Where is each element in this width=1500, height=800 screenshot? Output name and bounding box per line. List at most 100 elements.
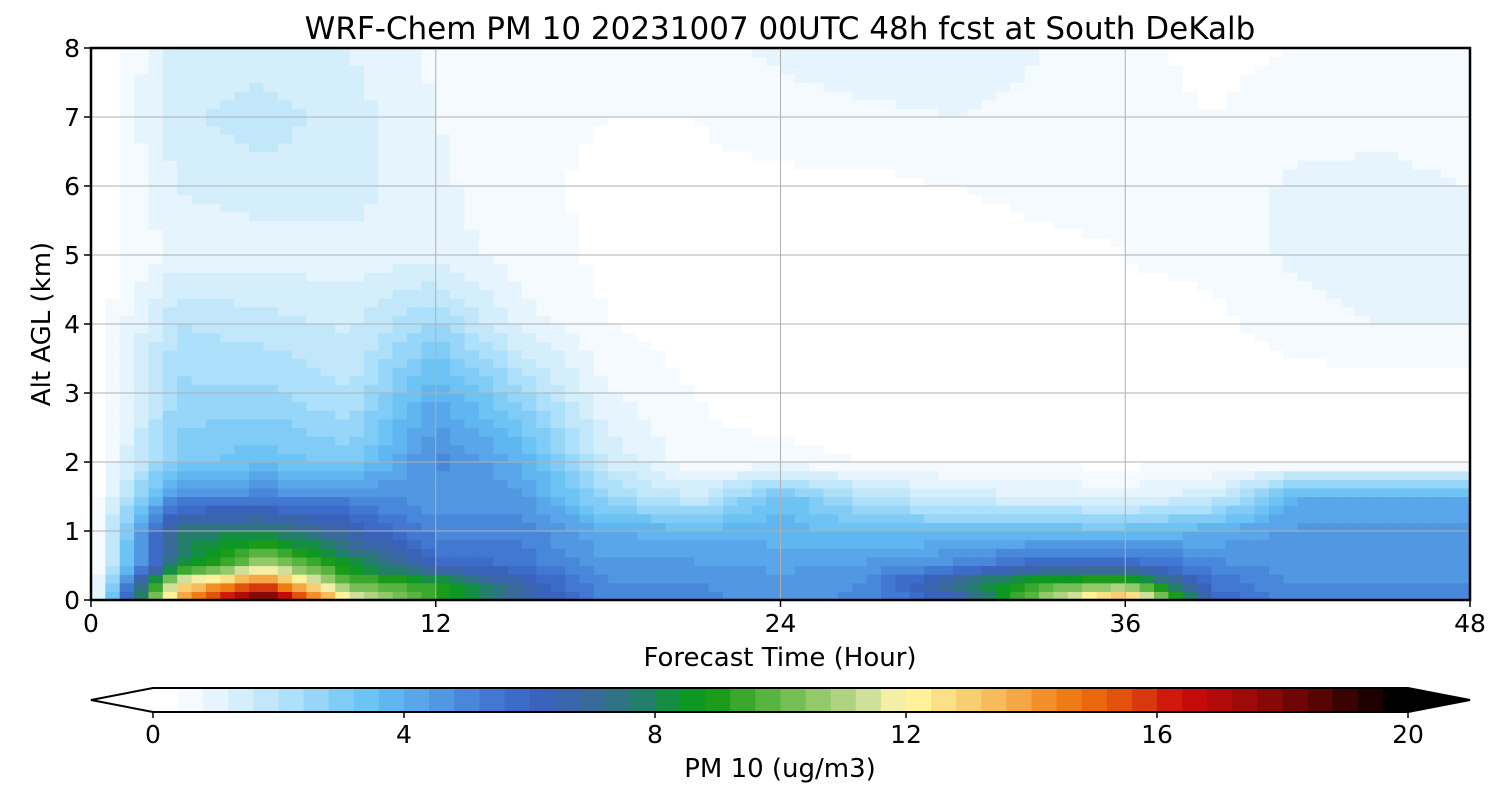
field-cell (220, 565, 236, 575)
field-cell (493, 194, 509, 204)
field-cell (191, 246, 207, 256)
field-cell (1283, 470, 1299, 480)
field-cell (622, 220, 638, 230)
field-cell (1369, 462, 1385, 472)
field-cell (1024, 151, 1040, 161)
field-cell (1426, 574, 1442, 584)
field-cell (478, 513, 494, 523)
field-cell (1254, 229, 1270, 239)
field-cell (1225, 479, 1241, 489)
field-cell (550, 289, 566, 299)
field-cell (794, 479, 810, 489)
field-cell (205, 462, 221, 472)
field-cell (292, 582, 308, 592)
field-cell (1139, 315, 1155, 325)
field-cell (1211, 358, 1227, 368)
field-cell (1326, 263, 1342, 273)
field-cell (349, 522, 365, 532)
field-cell (1369, 280, 1385, 291)
field-cell (392, 194, 408, 204)
field-cell (1211, 548, 1227, 558)
field-cell (1240, 298, 1256, 308)
field-cell (435, 246, 451, 256)
field-cell (622, 444, 638, 454)
field-cell (1283, 462, 1299, 472)
field-cell (320, 220, 336, 230)
field-cell (177, 186, 193, 196)
field-cell (952, 479, 968, 489)
field-cell (909, 548, 925, 558)
field-cell (220, 591, 236, 601)
field-cell (1383, 591, 1399, 601)
field-cell (249, 220, 264, 230)
field-cell (550, 315, 566, 325)
field-cell (952, 453, 968, 463)
field-cell (1082, 505, 1098, 515)
field-cell (162, 496, 178, 506)
field-cell (794, 556, 810, 567)
field-cell (205, 479, 221, 489)
field-cell (608, 462, 624, 472)
field-cell (349, 160, 365, 170)
field-cell (565, 375, 580, 385)
field-cell (665, 384, 681, 394)
field-cell (1254, 203, 1270, 213)
field-cell (579, 462, 595, 472)
field-cell (1283, 341, 1299, 351)
field-cell (363, 229, 379, 239)
field-cell (493, 203, 509, 213)
field-cell (665, 194, 681, 204)
field-cell (1211, 427, 1227, 437)
field-cell (1182, 358, 1198, 368)
field-cell (320, 556, 336, 567)
field-cell (1412, 306, 1428, 316)
field-cell (1082, 565, 1098, 575)
field-cell (1096, 479, 1112, 489)
field-cell (967, 436, 983, 446)
field-cell (1340, 211, 1356, 222)
field-cell (1082, 168, 1098, 178)
field-cell (162, 513, 178, 523)
field-cell (751, 565, 767, 575)
field-cell (1082, 384, 1098, 394)
field-cell (536, 513, 552, 523)
field-cell (924, 462, 940, 472)
field-cell (938, 186, 954, 196)
field-cell (780, 418, 796, 429)
field-cell (1283, 410, 1299, 420)
field-cell (91, 220, 106, 230)
field-cell (1024, 289, 1040, 299)
field-cell (1340, 246, 1356, 256)
field-cell (967, 539, 983, 549)
field-cell (1297, 436, 1313, 446)
field-cell (220, 263, 236, 273)
field-cell (608, 246, 624, 256)
field-cell (1254, 591, 1270, 601)
field-cell (450, 444, 466, 454)
field-cell (450, 280, 466, 291)
field-cell (1340, 263, 1356, 273)
field-cell (292, 539, 308, 549)
field-cell (105, 410, 121, 420)
field-cell (1326, 349, 1342, 360)
field-cell (1110, 591, 1126, 601)
field-cell (679, 470, 695, 480)
field-cell (1383, 255, 1399, 265)
field-cell (708, 582, 724, 592)
field-cell (1168, 203, 1184, 213)
field-cell (1254, 522, 1270, 532)
field-cell (938, 332, 954, 342)
field-cell (1426, 522, 1442, 532)
field-cell (148, 401, 164, 411)
field-cell (220, 444, 236, 454)
field-cell (679, 177, 695, 187)
field-cell (349, 582, 365, 592)
field-cell (723, 539, 739, 549)
field-cell (1283, 513, 1299, 523)
field-cell (1024, 444, 1040, 454)
field-cell (608, 565, 624, 575)
field-cell (1441, 367, 1457, 377)
field-cell (1139, 272, 1155, 282)
field-cell (1182, 220, 1198, 230)
field-cell (1010, 272, 1026, 282)
